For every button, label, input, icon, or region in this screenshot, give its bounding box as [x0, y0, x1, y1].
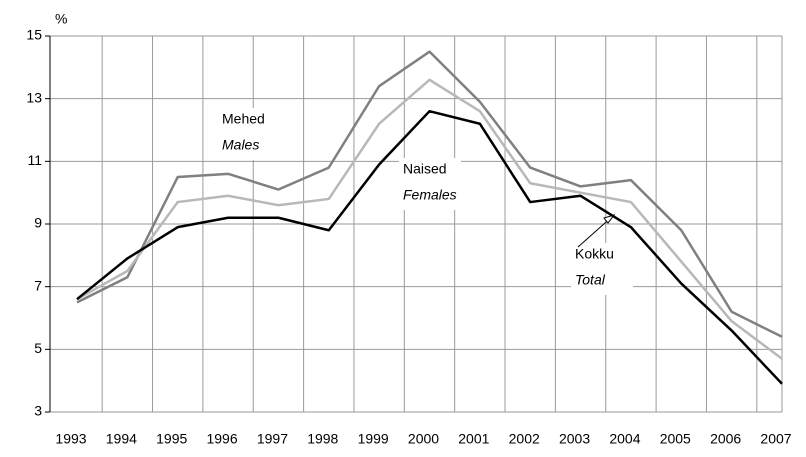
- y-tick-label: 7: [34, 277, 42, 293]
- x-tick-label: 1999: [358, 431, 389, 447]
- annotation-sublabel: Females: [403, 187, 457, 203]
- x-tick-label: 2007: [760, 431, 791, 447]
- label-bg: [571, 243, 633, 295]
- series-line: [76, 50, 783, 338]
- y-tick-label: 9: [34, 215, 42, 231]
- label-bg: [218, 108, 280, 160]
- x-tick-label: 2005: [660, 431, 691, 447]
- y-tick-label: 5: [34, 340, 42, 356]
- label-bg: [399, 158, 461, 210]
- x-tick-label: 1998: [307, 431, 338, 447]
- annotation-sublabel: Males: [222, 137, 259, 153]
- x-tick-label: 2006: [710, 431, 741, 447]
- annotation-label: Mehed: [222, 111, 265, 127]
- x-tick-label: 1995: [156, 431, 187, 447]
- y-tick-label: 11: [27, 152, 42, 168]
- x-tick-label: 1997: [257, 431, 288, 447]
- annotation-sublabel: Total: [575, 272, 606, 288]
- x-tick-label: 1996: [206, 431, 237, 447]
- y-tick-label: 13: [26, 89, 42, 105]
- pointer-head: [603, 214, 616, 224]
- annotation-label: Kokku: [575, 246, 614, 262]
- series-line: [76, 109, 783, 385]
- x-tick-label: 2004: [609, 431, 640, 447]
- x-tick-label: 2000: [408, 431, 439, 447]
- annotation-label: Naised: [403, 161, 447, 177]
- y-tick-label: 3: [34, 403, 42, 419]
- x-tick-label: 2001: [458, 431, 489, 447]
- y-tick-label: 15: [26, 27, 42, 43]
- x-tick-label: 2003: [559, 431, 590, 447]
- series-line: [76, 78, 783, 360]
- y-axis-unit: %: [55, 11, 67, 27]
- x-tick-label: 1993: [55, 431, 86, 447]
- x-tick-label: 1994: [106, 431, 137, 447]
- x-tick-label: 2002: [509, 431, 540, 447]
